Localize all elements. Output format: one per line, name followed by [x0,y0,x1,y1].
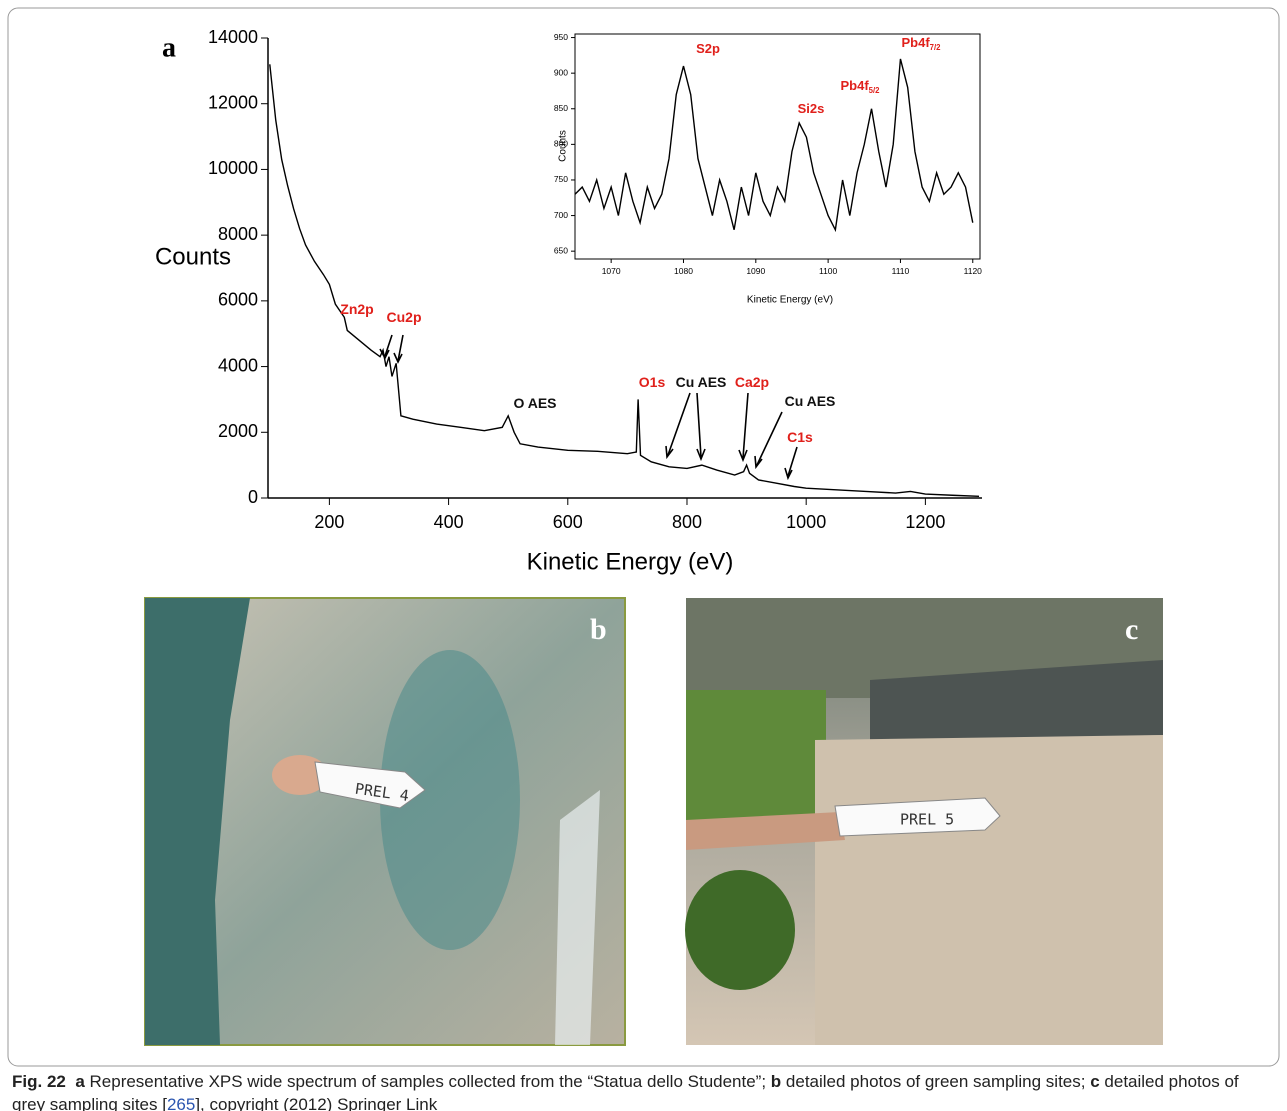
caption-ref[interactable]: 265 [166,1095,196,1111]
x-tick-label: 400 [434,512,464,532]
photo-label: c [1125,613,1138,646]
annotation-sub: 5/2 [869,86,881,95]
y-tick-label: 900 [554,67,568,77]
y-tick-label: 6000 [218,290,258,310]
caption-text: detailed photos of green sampling sites; [781,1072,1091,1091]
data-line [574,58,974,233]
y-tick-label: 2000 [218,421,258,441]
annotation: Cu AES [785,393,836,409]
annotation-text: Cu AES [676,374,727,390]
x-tick-label: 1110 [892,266,910,276]
x-tick-label: 600 [553,512,583,532]
photo-c: PREL 5 c [685,598,1163,1045]
x-axis-label: Kinetic Energy (eV) [527,548,734,575]
x-axis-label: Kinetic Energy (eV) [747,295,833,306]
annotation-text: Cu AES [785,393,836,409]
x-tick-label: 1120 [964,266,983,276]
arrows [379,334,798,481]
y-tick-label: 650 [554,245,568,255]
plot-frame [574,33,981,260]
y-tick-label: 0 [248,487,258,507]
annotation-text: O AES [513,395,556,411]
annotation: S2p [696,41,720,56]
annotation-text: Si2s [798,101,825,116]
y-tick-label: 14000 [208,27,258,47]
figure: a PREL 4 b PREL 5 c 200 400 600 800 1000 1200… [7,7,1280,1067]
panel-label: a [162,32,176,63]
y-tick-label: 800 [554,139,568,149]
annotation: Cu AES [676,374,727,390]
caption-text: detailed photos of grey sampling sites [ [12,1072,1239,1111]
annotation-text: C1s [787,429,813,445]
x-tick-label: 1100 [819,266,838,276]
annotation-text: Pb4f [840,78,869,93]
annotation-text: Zn2p [340,301,373,317]
y-axis-label: Counts [155,243,231,270]
data-line [269,64,980,498]
annotation: Cu2p [387,309,422,325]
x-tick-label: 1000 [786,512,826,532]
y-tick-label: 8000 [218,224,258,244]
y-tick-label: 850 [554,103,568,113]
y-tick-label: 4000 [218,355,258,375]
annotation: Si2s [798,101,825,116]
annotation-text: O1s [639,374,666,390]
annotation: Pb4f7/2 [901,35,941,52]
caption-text: a [75,1072,85,1091]
photo-tag: PREL 5 [900,811,954,829]
annotation: C1s [787,429,813,445]
figure-frame [7,7,1280,1067]
x-tick-label: 1080 [674,266,693,276]
x-tick-label: 200 [314,512,344,532]
annotation: Zn2p [340,301,373,317]
y-tick-label: 700 [554,210,568,220]
x-tick-label: 1200 [905,512,945,532]
caption-text: c [1090,1072,1100,1091]
photo-label: b [590,613,607,646]
annotation: O AES [513,395,556,411]
annotation-sub: 7/2 [930,43,942,52]
caption-text: Representative XPS wide spectrum of samp… [84,1072,771,1091]
caption-text: ], copyright (2012) Springer Link [195,1095,438,1111]
x-tick-label: 1070 [602,266,621,276]
y-tick-label: 750 [554,174,568,184]
annotation-text: S2p [696,41,720,56]
caption-label: Fig. 22 [12,1072,66,1091]
annotation: Pb4f5/2 [840,78,880,95]
annotation-text: Pb4f [901,35,930,50]
annotation-text: Cu2p [387,309,422,325]
caption: Fig. 22 a Representative XPS wide spectr… [12,1070,1272,1111]
y-tick-label: 12000 [208,92,258,112]
photo-b: PREL 4 b [144,597,626,1046]
x-tick-label: 800 [672,512,702,532]
y-tick-label: 10000 [208,158,258,178]
x-tick-label: 1090 [746,266,765,276]
annotation: O1s [639,374,666,390]
annotation: Ca2p [735,374,769,390]
y-tick-label: 950 [554,32,568,42]
caption-text: b [770,1072,782,1091]
y-axis-label: Counts [558,130,569,162]
annotation-text: Ca2p [735,374,769,390]
